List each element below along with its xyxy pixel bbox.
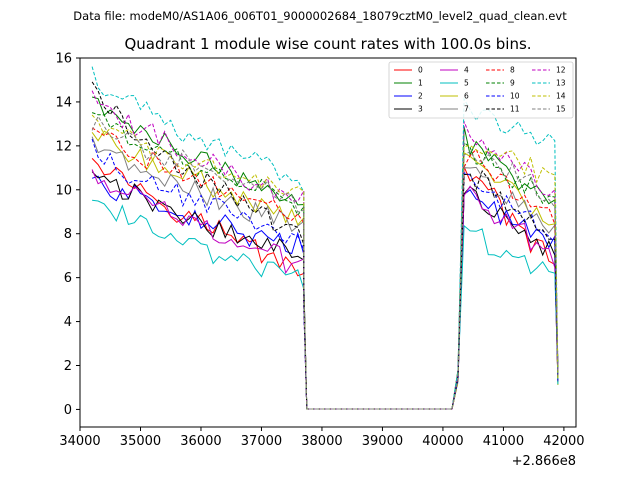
- legend-label-2: 2: [418, 92, 423, 101]
- y-tick-label: 4: [64, 315, 72, 330]
- x-tick-label: 37000: [241, 434, 282, 449]
- series-line-2: [91, 175, 559, 410]
- legend-label-13: 13: [556, 79, 566, 88]
- axes: 34000 35000 36000 37000 38000 39000 40000 41000…: [55, 52, 584, 470]
- series-line-10: [91, 138, 559, 410]
- x-tick-label: 41000: [483, 434, 524, 449]
- y-tick-label: 14: [55, 95, 72, 110]
- x-tick-label: 36000: [180, 434, 221, 449]
- legend-label-14: 14: [556, 92, 566, 101]
- legend-label-11: 11: [510, 105, 520, 114]
- legend-label-3: 3: [418, 105, 423, 114]
- series-line-4: [91, 169, 559, 410]
- series-line-12: [91, 90, 559, 410]
- series-line-9: [91, 112, 559, 410]
- x-tick-label: 40000: [422, 434, 463, 449]
- y-tick-label: 2: [64, 359, 72, 374]
- y-tick-label: 16: [55, 52, 72, 67]
- x-tick-label: 38000: [301, 434, 342, 449]
- series-line-13: [91, 66, 559, 410]
- series-line-3: [91, 171, 559, 410]
- legend-box: [388, 61, 574, 119]
- legend-label-12: 12: [556, 66, 566, 75]
- legend-label-1: 1: [418, 79, 423, 88]
- legend-label-5: 5: [464, 79, 469, 88]
- plot-area: [91, 66, 559, 410]
- x-tick-label: 39000: [362, 434, 403, 449]
- y-tick-label: 8: [64, 227, 72, 242]
- legend-label-9: 9: [510, 79, 515, 88]
- chart-title: Quadrant 1 module wise count rates with …: [124, 35, 531, 53]
- series-line-5: [92, 199, 559, 410]
- series-line-11: [91, 81, 559, 410]
- legend-label-7: 7: [464, 105, 469, 114]
- y-tick-label: 6: [64, 271, 72, 286]
- y-tick-label: 12: [55, 139, 72, 154]
- series-line-1: [91, 96, 559, 410]
- series-line-6: [91, 130, 559, 410]
- legend-label-15: 15: [556, 105, 566, 114]
- series-line-15: [91, 115, 559, 410]
- suptitle: Data file: modeM0/AS1A06_006T01_90000026…: [73, 9, 567, 23]
- y-tick-label: 10: [55, 183, 72, 198]
- x-tick-label: 42000: [543, 434, 584, 449]
- x-tick-label: 34000: [59, 434, 100, 449]
- series-line-14: [91, 114, 559, 410]
- legend-label-6: 6: [464, 92, 469, 101]
- legend-label-0: 0: [418, 66, 423, 75]
- legend-label-4: 4: [464, 66, 469, 75]
- x-tick-label: 35000: [120, 434, 161, 449]
- y-tick-label: 0: [64, 403, 72, 418]
- legend-label-10: 10: [510, 92, 520, 101]
- plot-frame: [79, 57, 577, 428]
- series-line-8: [91, 127, 559, 410]
- x-offset-label: +2.866e8: [512, 454, 576, 469]
- legend-label-8: 8: [510, 66, 515, 75]
